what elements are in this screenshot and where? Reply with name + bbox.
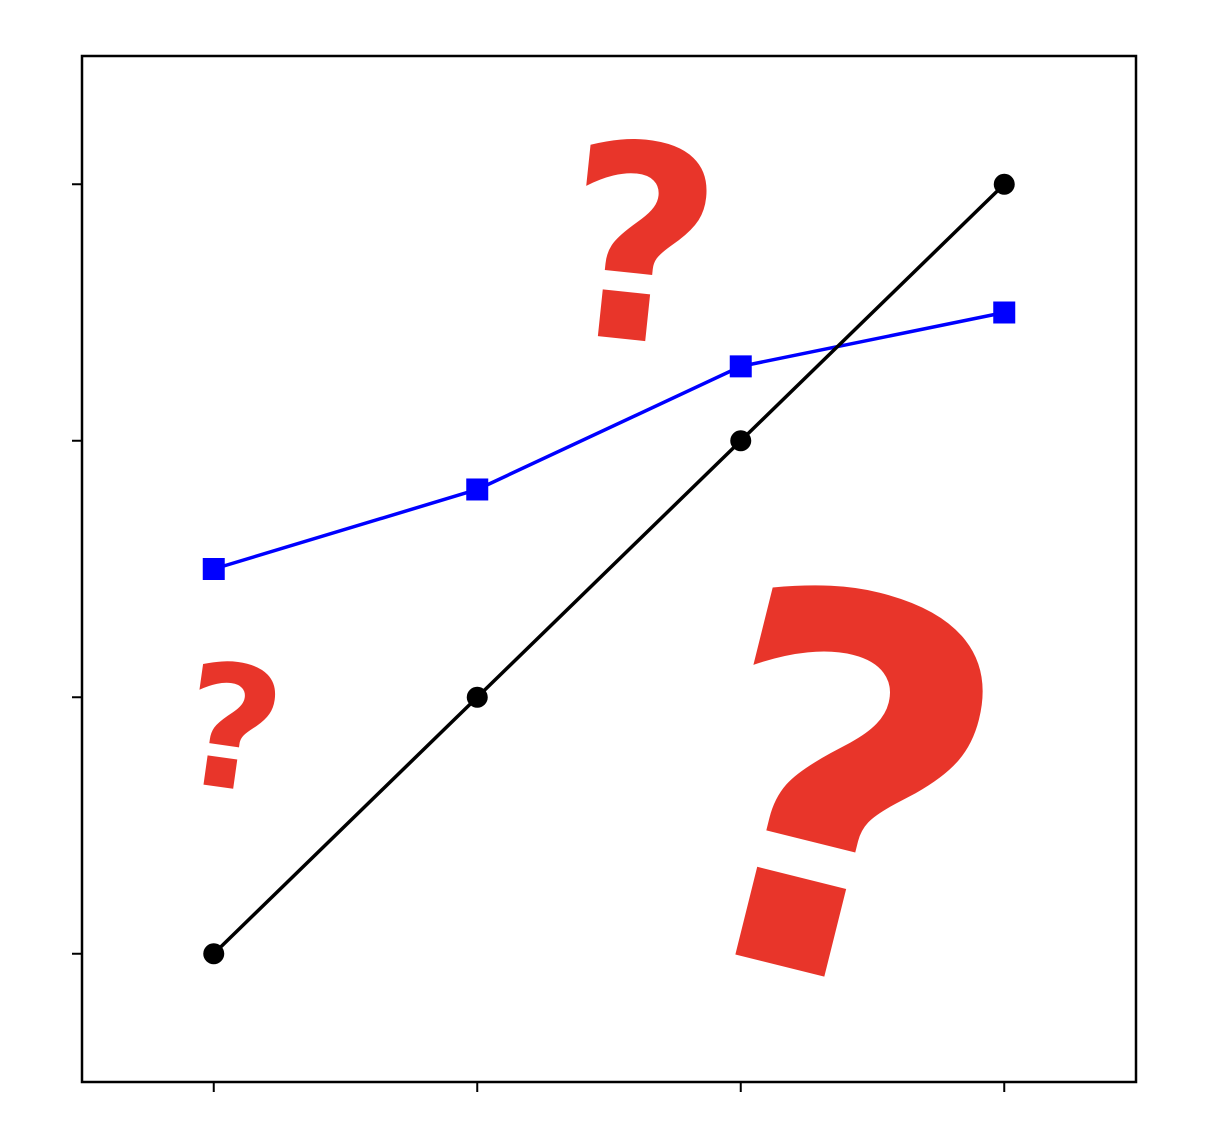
data-point-square [202,558,225,580]
data-point-circle [730,430,752,452]
series-2 [202,301,1016,580]
data-point-square [466,478,489,501]
series-line [213,310,1005,571]
data-point-circle [993,173,1015,195]
data-point-circle [203,943,225,965]
data-point-square [729,355,752,378]
axis-ticks [72,183,1006,1092]
data-point-square [993,301,1016,324]
data-point-circle [466,686,488,708]
series-layer [202,173,1016,965]
series-1 [203,173,1015,965]
series-line [212,182,1006,956]
question-mark-icon: ? [546,82,735,412]
